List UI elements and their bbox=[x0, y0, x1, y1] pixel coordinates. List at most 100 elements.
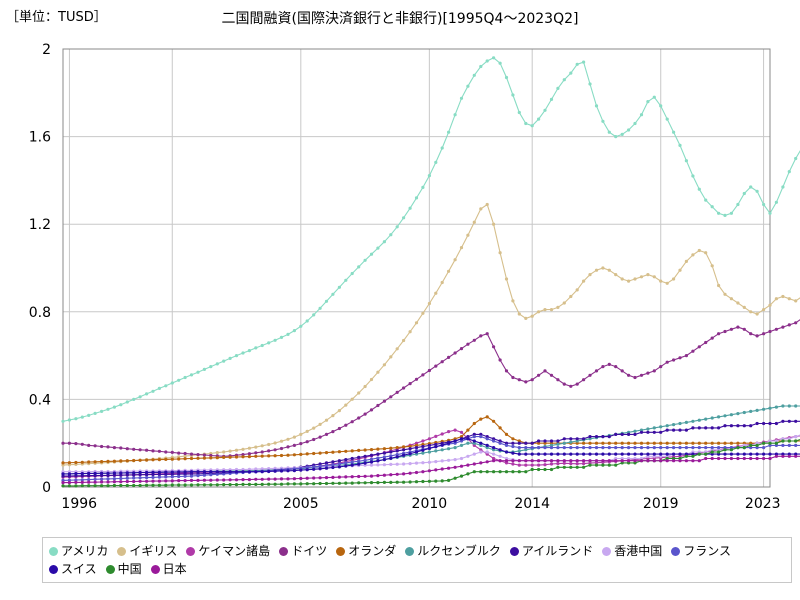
data-point bbox=[601, 459, 605, 463]
data-point bbox=[286, 453, 290, 457]
data-point bbox=[305, 468, 309, 472]
data-point bbox=[537, 441, 541, 445]
data-point bbox=[331, 465, 335, 470]
data-point bbox=[80, 472, 84, 476]
legend-item: フランス bbox=[671, 542, 731, 560]
data-point bbox=[684, 420, 689, 424]
data-point bbox=[575, 62, 579, 66]
data-point bbox=[286, 332, 290, 336]
data-point bbox=[260, 467, 264, 471]
data-point bbox=[286, 477, 290, 481]
data-point bbox=[646, 454, 650, 458]
data-point bbox=[376, 403, 380, 408]
data-point bbox=[376, 452, 380, 456]
data-point bbox=[524, 448, 528, 452]
data-point bbox=[787, 419, 791, 423]
data-point bbox=[633, 277, 637, 281]
data-point bbox=[67, 484, 71, 488]
data-point bbox=[562, 459, 566, 463]
data-point bbox=[363, 463, 367, 467]
data-point bbox=[157, 475, 161, 479]
data-point bbox=[684, 428, 689, 432]
data-point bbox=[678, 143, 682, 147]
data-point bbox=[594, 463, 599, 467]
data-point bbox=[273, 441, 277, 445]
data-point bbox=[189, 472, 194, 476]
data-point bbox=[762, 441, 766, 445]
data-point bbox=[459, 435, 464, 439]
data-point bbox=[691, 459, 695, 463]
data-point bbox=[569, 440, 573, 444]
data-point bbox=[485, 437, 489, 441]
data-point bbox=[762, 456, 766, 461]
data-point bbox=[93, 484, 97, 488]
data-point bbox=[74, 480, 78, 484]
data-point bbox=[691, 446, 695, 450]
data-point bbox=[723, 414, 727, 418]
data-point bbox=[691, 349, 695, 353]
data-point bbox=[382, 399, 386, 403]
data-point bbox=[215, 478, 219, 482]
data-point bbox=[382, 363, 386, 367]
data-point bbox=[434, 460, 438, 464]
data-point bbox=[395, 462, 399, 466]
data-point bbox=[389, 450, 393, 454]
data-point bbox=[427, 460, 431, 464]
unit-label: ［単位：TUSD］ bbox=[6, 10, 107, 25]
data-point bbox=[331, 460, 335, 464]
data-point bbox=[781, 439, 785, 443]
data-point bbox=[562, 465, 566, 469]
data-point bbox=[157, 472, 161, 477]
data-point bbox=[215, 472, 219, 476]
data-point bbox=[723, 448, 727, 452]
data-point bbox=[209, 473, 213, 477]
data-point bbox=[479, 441, 483, 445]
data-point bbox=[247, 478, 251, 482]
data-point bbox=[247, 482, 251, 486]
data-point bbox=[453, 428, 457, 432]
data-point bbox=[369, 252, 374, 256]
data-point bbox=[125, 459, 129, 463]
data-point bbox=[241, 455, 245, 459]
data-point bbox=[498, 470, 502, 474]
data-point bbox=[87, 471, 91, 475]
data-point bbox=[299, 476, 303, 481]
data-point bbox=[794, 419, 798, 423]
data-point bbox=[363, 461, 367, 465]
data-point bbox=[363, 448, 367, 452]
data-point bbox=[504, 461, 509, 465]
data-point bbox=[125, 483, 129, 488]
data-point bbox=[138, 448, 142, 452]
data-point bbox=[633, 375, 637, 380]
data-point bbox=[260, 470, 264, 474]
data-point bbox=[87, 413, 91, 417]
data-point bbox=[479, 461, 483, 465]
data-point bbox=[787, 323, 791, 327]
data-point bbox=[517, 441, 521, 445]
data-point bbox=[569, 446, 573, 450]
data-point bbox=[344, 481, 348, 485]
data-point bbox=[80, 484, 84, 488]
data-point bbox=[627, 459, 631, 463]
data-point bbox=[485, 332, 489, 336]
data-point bbox=[254, 470, 258, 474]
data-point bbox=[80, 460, 84, 464]
data-point bbox=[588, 463, 592, 467]
data-point bbox=[382, 447, 386, 451]
data-point bbox=[247, 446, 251, 450]
data-point bbox=[408, 471, 412, 475]
data-point bbox=[215, 451, 219, 455]
data-point bbox=[614, 459, 618, 463]
data-point bbox=[607, 441, 611, 445]
data-point bbox=[659, 425, 663, 429]
data-point bbox=[794, 156, 798, 161]
data-point bbox=[434, 479, 438, 483]
data-point bbox=[537, 452, 541, 456]
data-point bbox=[678, 454, 682, 458]
data-point bbox=[736, 446, 740, 450]
data-point bbox=[100, 460, 104, 464]
data-point bbox=[530, 467, 534, 472]
data-point bbox=[607, 463, 611, 467]
legend-item: ルクセンブルク bbox=[405, 542, 501, 560]
legend-item: 香港中国 bbox=[602, 542, 662, 560]
